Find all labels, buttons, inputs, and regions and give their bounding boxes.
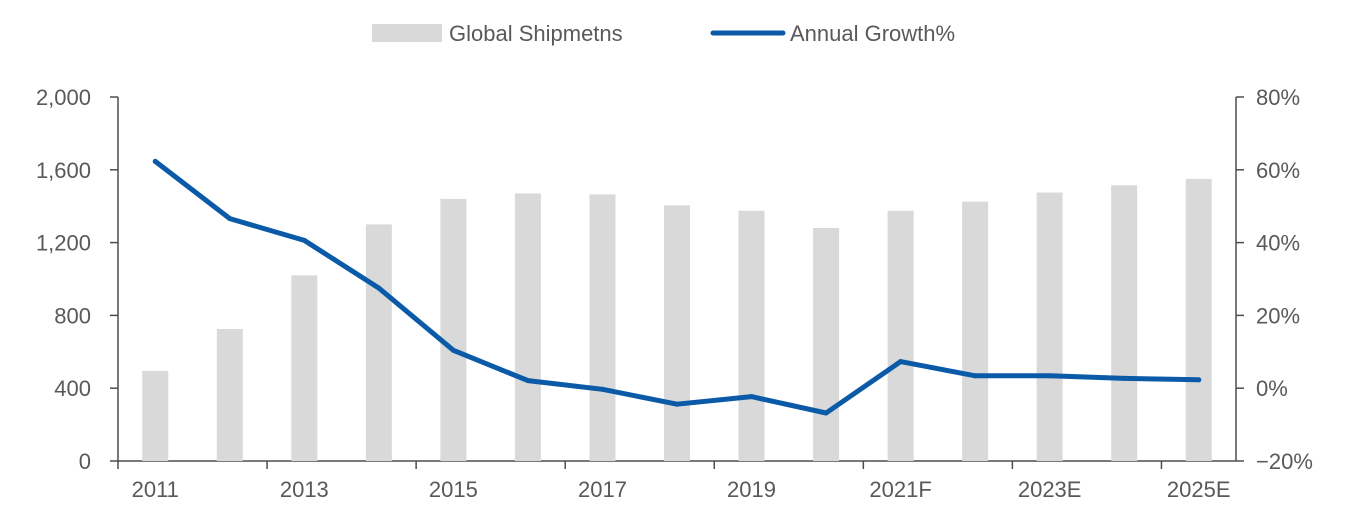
growth-point (823, 410, 829, 416)
bar (664, 205, 690, 461)
growth-point (1121, 375, 1127, 381)
y-tick-label-right: 40% (1256, 231, 1300, 256)
x-tick-label: 2025E (1167, 477, 1231, 502)
bars (142, 178, 1212, 462)
bar (440, 198, 467, 462)
axes: 0 400 800 1,200 1,600 2,000 −20% 0% 20% 40% 60% 80%… (36, 85, 1313, 502)
x-tick-label: 2011 (132, 477, 179, 502)
bar (962, 201, 989, 461)
growth-point (301, 237, 307, 243)
bar (1185, 178, 1212, 461)
growth-point (525, 378, 531, 384)
x-tick-label: 2013 (280, 477, 329, 502)
bar (291, 275, 318, 461)
x-tick-label: 2015 (429, 477, 478, 502)
growth-point (972, 373, 978, 379)
y-tick-label-right: −20% (1256, 449, 1313, 474)
y-tick-label-left: 2,000 (36, 85, 91, 110)
y-tick-label-right: 20% (1256, 303, 1300, 328)
y-tick-label-left: 400 (54, 376, 91, 401)
legend-label-bar: Global Shipmetns (449, 21, 623, 46)
growth-line-series (152, 158, 1202, 416)
x-tick-label: 2017 (578, 477, 627, 502)
y-tick-label-right: 60% (1256, 158, 1300, 183)
growth-point (749, 394, 755, 400)
x-tick-label: 2021F (869, 477, 931, 502)
growth-point (599, 386, 605, 392)
bar (1036, 192, 1063, 462)
y-tick-label-right: 0% (1256, 376, 1288, 401)
growth-point (152, 158, 158, 164)
bar (813, 228, 840, 461)
legend-label-line: Annual Growth% (790, 21, 955, 46)
bar (589, 194, 616, 461)
y-tick-label-left: 1,200 (36, 231, 91, 256)
growth-point (898, 359, 904, 365)
bar (738, 210, 765, 461)
y-tick-label-left: 800 (54, 303, 91, 328)
bar (514, 193, 541, 461)
growth-point (450, 347, 456, 353)
bar (887, 210, 914, 461)
y-tick-label-right: 80% (1256, 85, 1300, 110)
x-tick-label: 2019 (727, 477, 776, 502)
x-tick-label: 2023E (1018, 477, 1082, 502)
growth-point (376, 285, 382, 291)
growth-point (674, 401, 680, 407)
bar (216, 329, 243, 461)
growth-point (227, 216, 233, 222)
legend: Global Shipmetns Annual Growth% (372, 21, 955, 46)
y-tick-label-left: 1,600 (36, 158, 91, 183)
bar (142, 370, 169, 461)
growth-point (1047, 373, 1053, 379)
legend-swatch-bar (372, 24, 442, 42)
growth-point (1196, 377, 1202, 383)
bar (365, 224, 392, 461)
bar (1111, 185, 1138, 461)
y-tick-label-left: 0 (79, 449, 91, 474)
